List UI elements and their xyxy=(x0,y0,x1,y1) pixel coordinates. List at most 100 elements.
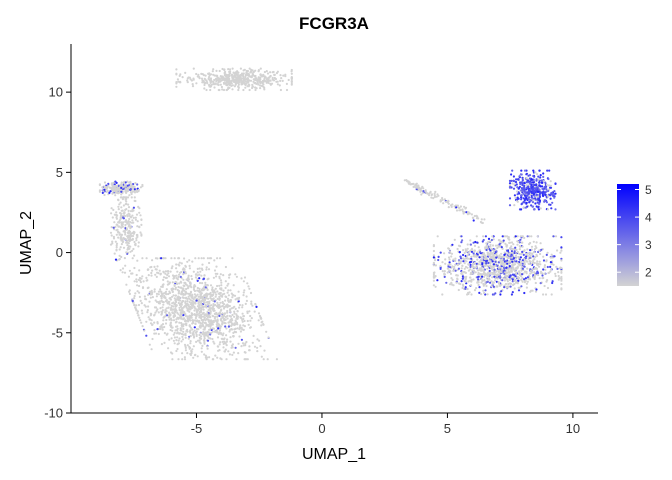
cell-point xyxy=(261,75,264,78)
cell-point xyxy=(453,268,456,271)
cell-point xyxy=(188,324,191,328)
cell-point xyxy=(508,260,511,263)
cell-point xyxy=(523,184,526,188)
cell-point xyxy=(240,338,243,341)
cell-point xyxy=(529,188,532,191)
cell-point xyxy=(204,297,208,300)
cell-point xyxy=(204,281,207,284)
cell-point xyxy=(236,310,239,313)
cell-point xyxy=(153,332,156,335)
cell-point xyxy=(263,349,266,352)
cell-point xyxy=(235,81,238,84)
cell-point xyxy=(185,324,188,327)
cell-point xyxy=(483,257,486,261)
cell-point xyxy=(239,316,242,319)
cell-point xyxy=(188,264,191,267)
cell-point xyxy=(162,271,165,274)
cell-point xyxy=(550,262,553,266)
cell-point xyxy=(227,325,230,328)
cell-point xyxy=(265,330,268,333)
cell-point xyxy=(148,318,151,321)
cell-point xyxy=(532,190,536,193)
cell-point xyxy=(196,313,199,316)
cell-point xyxy=(232,331,235,334)
cell-point xyxy=(119,196,122,199)
cell-point xyxy=(466,257,469,260)
cell-point xyxy=(216,318,219,321)
cell-point xyxy=(279,79,282,82)
cell-point xyxy=(479,260,482,263)
cell-point xyxy=(211,298,214,301)
cell-point xyxy=(189,298,192,301)
cell-point xyxy=(276,83,279,86)
cell-point xyxy=(219,83,222,86)
cell-point xyxy=(250,300,253,303)
cell-point xyxy=(219,301,222,304)
cell-point xyxy=(108,191,111,194)
cell-point xyxy=(494,273,497,276)
cell-point xyxy=(182,287,185,290)
cell-point xyxy=(496,264,499,267)
cell-point xyxy=(521,241,524,244)
cell-point xyxy=(436,193,439,196)
cell-point xyxy=(477,273,480,276)
cell-point xyxy=(490,247,493,250)
cell-point xyxy=(247,79,250,82)
cell-point xyxy=(505,277,508,280)
cell-point xyxy=(259,317,263,320)
cell-point xyxy=(472,278,475,281)
cell-point xyxy=(262,358,265,361)
cell-point xyxy=(515,178,518,181)
cell-point xyxy=(491,265,494,268)
cell-point xyxy=(197,257,200,260)
cell-point xyxy=(527,197,530,200)
cell-point xyxy=(103,188,106,191)
cell-point xyxy=(514,246,517,249)
cell-point xyxy=(209,297,212,300)
cell-point xyxy=(525,272,528,275)
cell-point xyxy=(210,319,213,322)
cell-point xyxy=(467,252,470,255)
cell-point xyxy=(457,260,461,263)
cell-point xyxy=(217,78,220,81)
cell-point xyxy=(174,307,177,310)
cell-point xyxy=(164,308,167,311)
cell-point xyxy=(162,278,165,281)
cell-point xyxy=(191,260,194,263)
cell-point xyxy=(112,208,115,211)
cell-point xyxy=(198,76,201,79)
cell-point xyxy=(445,200,448,203)
cell-point xyxy=(521,183,524,186)
cell-point xyxy=(228,276,231,279)
cell-point xyxy=(187,292,190,295)
cell-point xyxy=(499,241,502,244)
cell-point xyxy=(479,272,482,276)
cell-point xyxy=(184,290,187,293)
cell-point xyxy=(517,276,521,280)
cell-point xyxy=(557,274,560,278)
cell-point xyxy=(462,253,465,257)
cell-point xyxy=(207,268,211,271)
cell-point xyxy=(193,289,197,293)
cell-point xyxy=(177,285,180,289)
cell-point xyxy=(198,339,201,342)
cell-point xyxy=(421,191,424,194)
cell-point xyxy=(484,280,487,283)
cell-point xyxy=(185,287,188,291)
cell-point xyxy=(212,303,215,306)
cell-point xyxy=(116,187,120,190)
cell-point xyxy=(503,251,506,254)
cell-point xyxy=(527,262,530,265)
cell-point xyxy=(101,186,104,189)
cell-point xyxy=(454,204,458,207)
cell-point xyxy=(163,325,166,329)
cell-point xyxy=(193,309,196,312)
cell-point xyxy=(543,185,546,188)
cell-point xyxy=(129,188,132,191)
cell-point xyxy=(128,217,131,221)
cell-point xyxy=(219,327,222,330)
cell-point xyxy=(500,268,504,272)
cell-point xyxy=(461,270,464,273)
cell-point xyxy=(160,326,164,329)
cell-point xyxy=(536,195,540,198)
